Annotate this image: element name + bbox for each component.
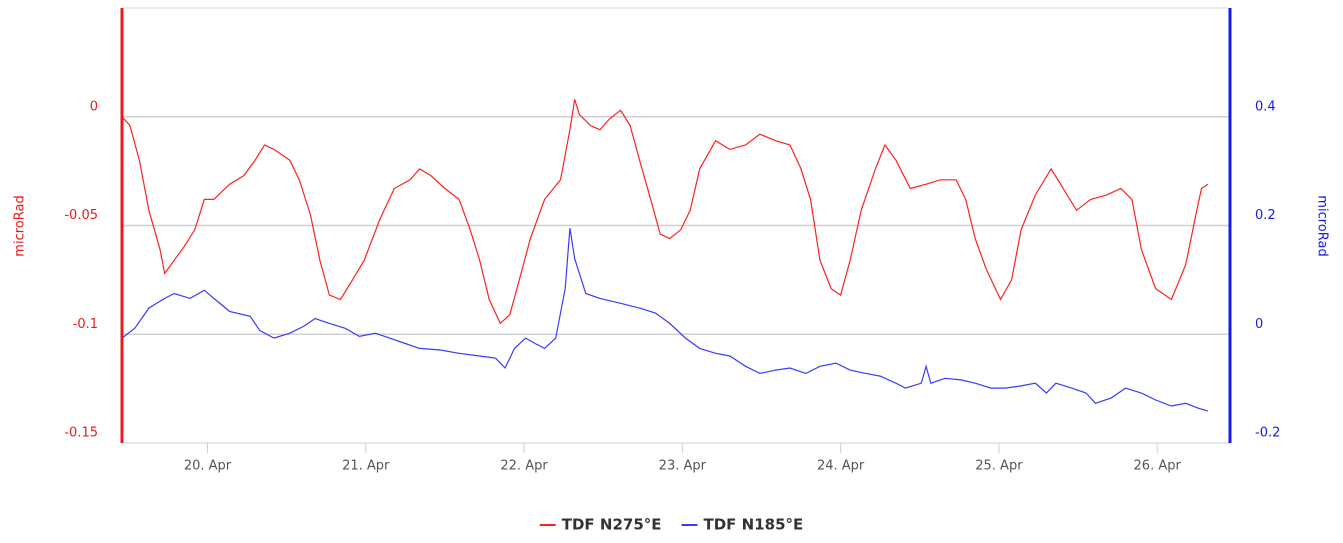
y2-tick-label: 0.4 bbox=[1255, 99, 1276, 114]
legend-label[interactable]: TDF N185°E bbox=[704, 516, 804, 534]
y2-tick-label: -0.2 bbox=[1255, 426, 1280, 441]
y-tick-label: -0.05 bbox=[64, 208, 98, 223]
y-tick-label: 0 bbox=[90, 99, 98, 114]
x-tick-label: 24. Apr bbox=[817, 459, 865, 474]
data-line bbox=[121, 99, 1209, 325]
y2-tick-label: 0.2 bbox=[1255, 208, 1276, 223]
y2-axis-title: microRad bbox=[1315, 195, 1330, 256]
x-tick-label: 22. Apr bbox=[500, 459, 548, 474]
x-tick-label: 21. Apr bbox=[342, 459, 390, 474]
y-tick-label: -0.15 bbox=[64, 426, 98, 441]
legend: TDF N275°E TDF N185°E bbox=[539, 516, 804, 534]
x-tick-label: 23. Apr bbox=[659, 459, 707, 474]
x-tick-label: 25. Apr bbox=[975, 459, 1023, 474]
x-tick-label: 20. Apr bbox=[184, 459, 232, 474]
data-line bbox=[121, 228, 1208, 412]
y-axis-title: microRad bbox=[13, 195, 28, 256]
y-tick-label: -0.1 bbox=[73, 317, 98, 332]
x-tick-label: 26. Apr bbox=[1134, 459, 1182, 474]
y2-tick-label: 0 bbox=[1255, 317, 1263, 332]
legend-label[interactable]: TDF N275°E bbox=[562, 516, 662, 534]
